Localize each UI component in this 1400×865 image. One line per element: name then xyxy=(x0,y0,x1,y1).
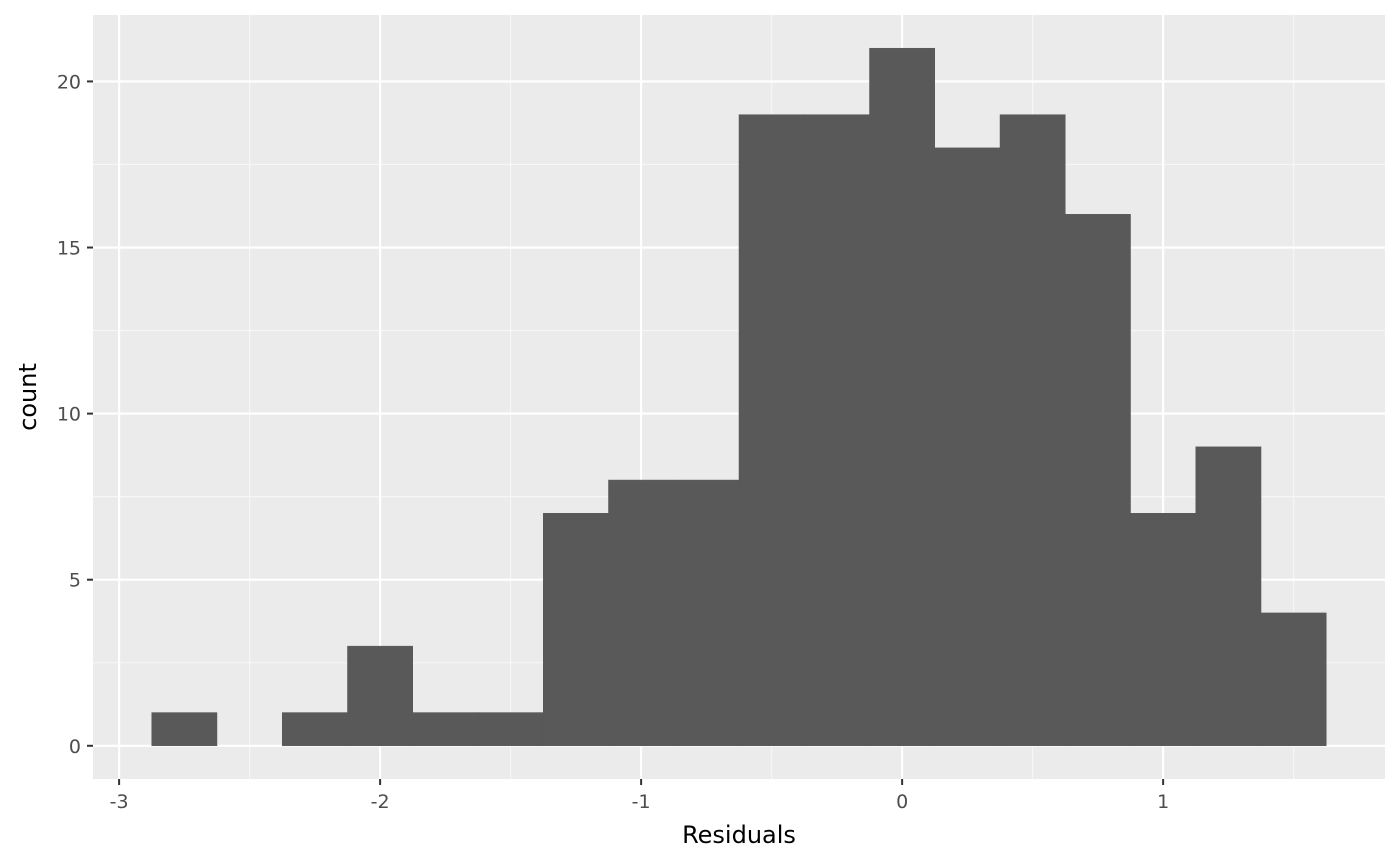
histogram-bar xyxy=(934,147,1001,747)
histogram-bar xyxy=(281,712,348,747)
histogram-bar xyxy=(1130,513,1197,747)
histogram-bar xyxy=(999,114,1066,747)
histogram-bar xyxy=(869,47,936,747)
y-tick-label: 10 xyxy=(57,404,81,426)
y-tick-label: 5 xyxy=(69,570,81,592)
x-tick-label: -3 xyxy=(110,791,129,813)
histogram-bars xyxy=(151,47,1327,747)
histogram-bar xyxy=(673,479,740,747)
histogram-bar xyxy=(1260,612,1327,747)
x-axis-title: Residuals xyxy=(682,821,796,849)
y-tick-label: 0 xyxy=(69,736,81,758)
histogram-bar xyxy=(804,114,870,747)
histogram-bar xyxy=(738,114,805,747)
histogram-bar xyxy=(1065,214,1131,747)
x-tick-label: -2 xyxy=(371,791,390,813)
y-axis-title: count xyxy=(14,363,42,431)
y-tick-label: 20 xyxy=(57,71,81,93)
histogram-bar xyxy=(347,645,413,747)
x-axis: -3 -2 -1 0 1 xyxy=(110,779,1169,813)
x-tick-label: -1 xyxy=(632,791,651,813)
histogram-bar xyxy=(151,712,218,747)
histogram-bar xyxy=(1195,446,1262,747)
y-tick-label: 15 xyxy=(57,238,81,260)
x-tick-label: 0 xyxy=(896,791,908,813)
x-tick-label: 1 xyxy=(1157,791,1169,813)
histogram-bar xyxy=(542,513,609,747)
histogram-bar xyxy=(608,479,674,747)
histogram-bar xyxy=(477,712,544,747)
y-axis: 0 5 10 15 20 xyxy=(57,71,93,758)
histogram-bar xyxy=(412,712,479,747)
